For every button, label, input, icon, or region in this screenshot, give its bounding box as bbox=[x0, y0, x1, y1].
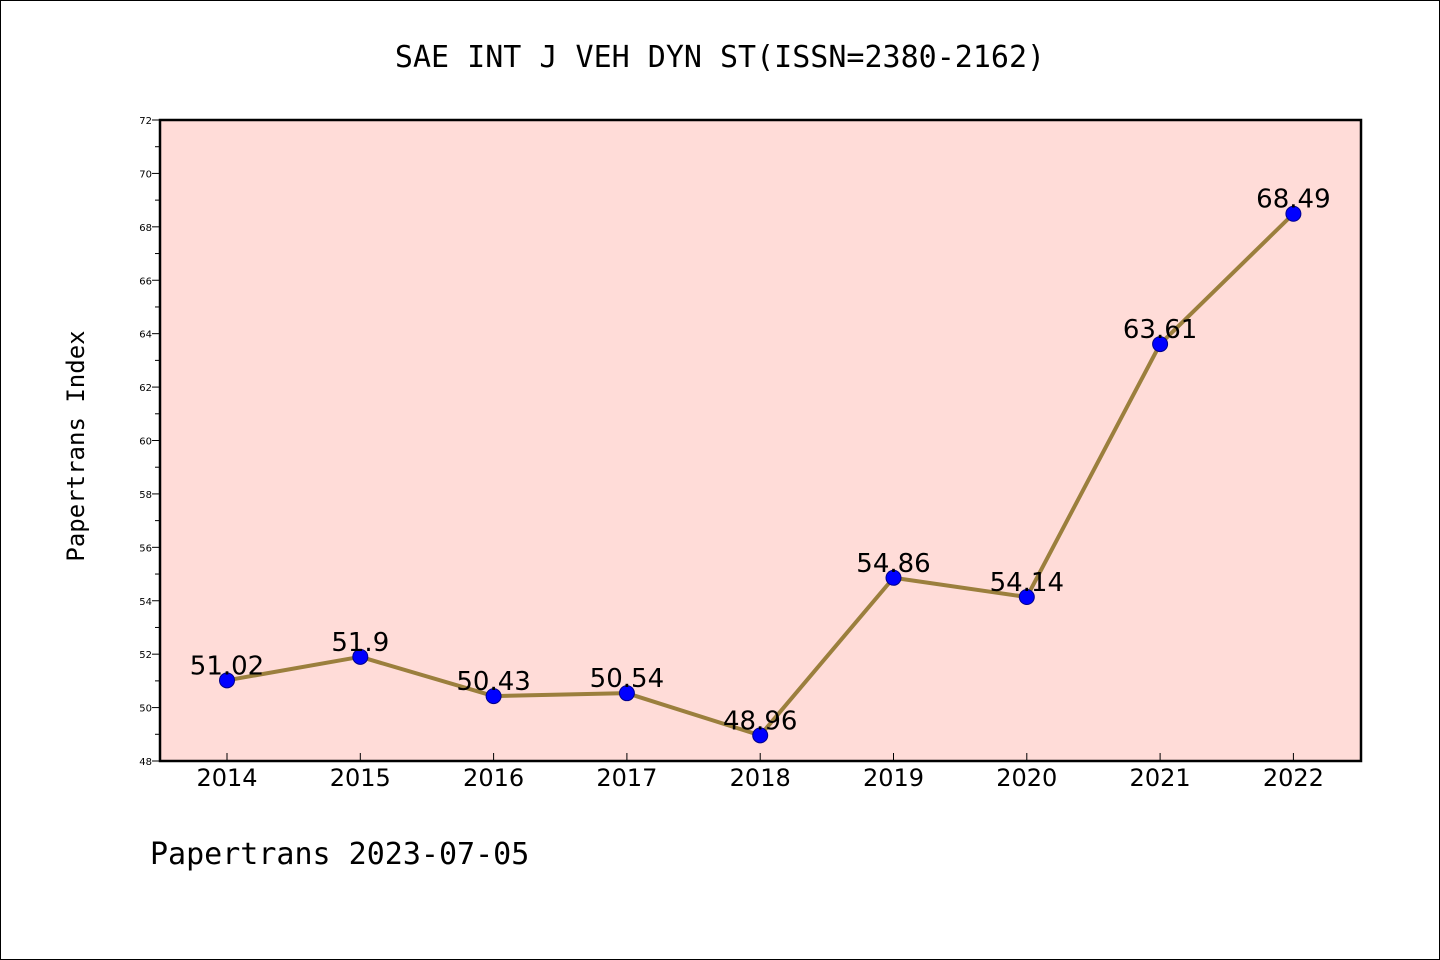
data-point bbox=[885, 569, 902, 586]
x-tick-label: 2017 bbox=[596, 764, 657, 792]
data-points bbox=[219, 205, 1302, 744]
y-tick-label: 66 bbox=[139, 276, 152, 287]
data-label: 54.86 bbox=[856, 549, 930, 579]
data-labels: 51.02 51.9 50.43 50.54 48.96 54.86 54.14 63.61 6… bbox=[190, 185, 1331, 737]
y-axis: 48 50 52 54 56 58 60 62 64 66 68 70 72 bbox=[139, 116, 160, 768]
data-point bbox=[618, 685, 635, 702]
x-tick-label: 2022 bbox=[1263, 764, 1324, 792]
y-tick-label: 50 bbox=[139, 704, 152, 715]
data-point bbox=[1018, 589, 1035, 606]
y-tick-label: 48 bbox=[139, 757, 152, 768]
x-tick-label: 2016 bbox=[463, 764, 524, 792]
y-tick-label: 70 bbox=[139, 169, 152, 180]
data-label: 51.02 bbox=[190, 651, 264, 681]
data-point bbox=[485, 688, 502, 705]
x-tick-label: 2021 bbox=[1130, 764, 1191, 792]
y-tick-label: 64 bbox=[139, 330, 152, 341]
y-tick-label: 54 bbox=[139, 597, 152, 608]
y-tick-label: 72 bbox=[139, 116, 152, 127]
y-tick-label: 68 bbox=[139, 223, 152, 234]
data-point bbox=[1285, 205, 1302, 222]
y-tick-label: 62 bbox=[139, 383, 152, 394]
data-label: 51.9 bbox=[331, 628, 389, 658]
data-point bbox=[752, 727, 769, 744]
data-point bbox=[352, 648, 369, 665]
x-tick-label: 2014 bbox=[196, 764, 257, 792]
data-label: 63.61 bbox=[1123, 315, 1197, 345]
x-tick-label: 2018 bbox=[730, 764, 791, 792]
x-tick-label: 2019 bbox=[863, 764, 924, 792]
x-tick-label: 2020 bbox=[996, 764, 1057, 792]
chart-title: SAE INT J VEH DYN ST(ISSN=2380-2162) bbox=[395, 40, 1045, 75]
x-axis: 2014 2015 2016 2017 2018 2019 2020 2021 2022 bbox=[196, 753, 1324, 792]
data-label: 50.43 bbox=[456, 667, 530, 697]
data-label: 50.54 bbox=[590, 664, 664, 694]
x-tick-label: 2015 bbox=[330, 764, 391, 792]
y-tick-label: 60 bbox=[139, 437, 152, 448]
data-point bbox=[1152, 336, 1169, 353]
data-point bbox=[219, 672, 235, 689]
y-tick-label: 56 bbox=[139, 543, 152, 554]
plot-area bbox=[160, 120, 1361, 761]
y-tick-label: 52 bbox=[139, 650, 152, 661]
plot-border bbox=[158, 118, 1363, 763]
data-label: 54.14 bbox=[990, 568, 1064, 598]
data-label: 68.49 bbox=[1256, 185, 1330, 215]
y-tick-label: 58 bbox=[139, 490, 152, 501]
footer-text: Papertrans 2023-07-05 bbox=[150, 837, 529, 872]
data-label: 48.96 bbox=[723, 706, 797, 736]
y-axis-label: Papertrans Index bbox=[62, 330, 90, 561]
